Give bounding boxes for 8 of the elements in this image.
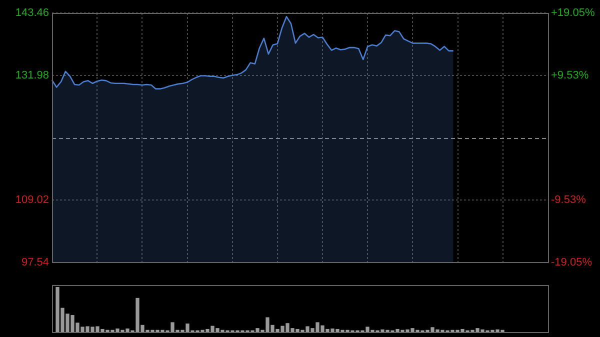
y2-tick-label: -9.53% [551,194,586,206]
y-tick-label: 97.54 [21,256,49,268]
y2-tick-label: +19.05% [551,7,595,20]
y-tick-label: 109.02 [15,194,49,206]
y-tick-label: 131.98 [15,69,49,82]
y2-tick-label: +9.53% [551,69,589,82]
y-tick-label: 143.46 [15,7,49,20]
y2-tick-label: -19.05% [551,256,592,268]
